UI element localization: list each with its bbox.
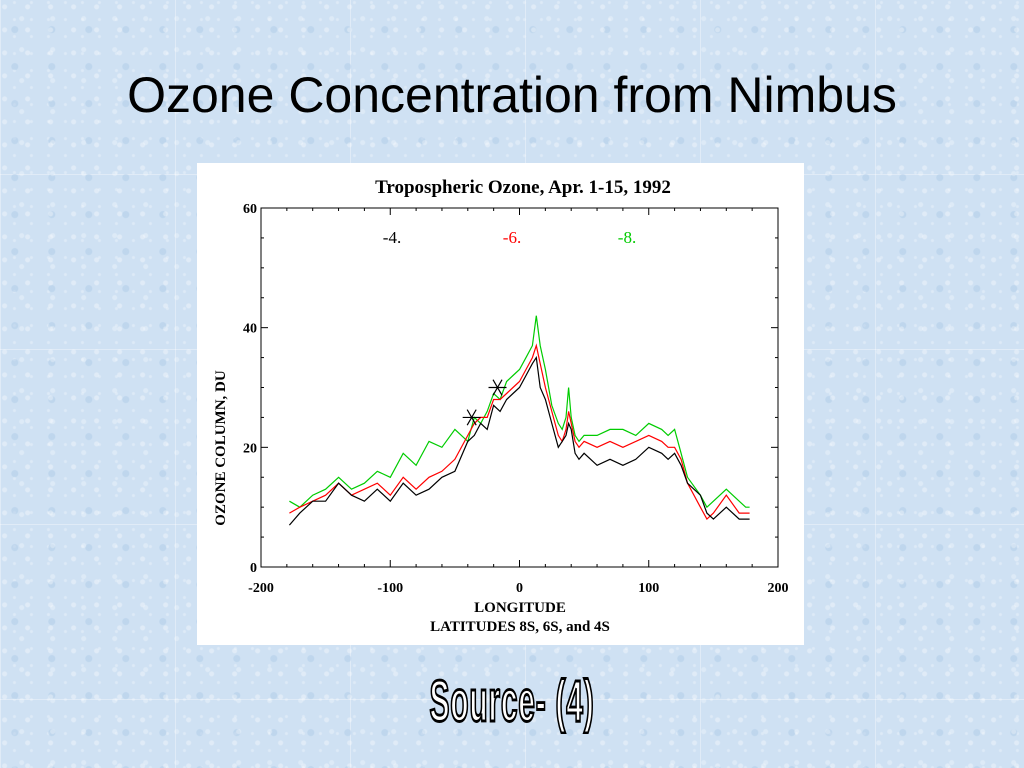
y-axis-label: OZONE COLUMN, DU	[213, 370, 229, 526]
y-tick-label: 20	[243, 441, 257, 456]
x-tick-label: -200	[248, 581, 274, 596]
source-citation: Source- (4)	[429, 669, 595, 736]
x-tick-label: 0	[516, 581, 523, 596]
x-tick-label: 200	[768, 581, 789, 596]
series-line-8	[289, 315, 750, 509]
y-tick-label: 40	[243, 322, 257, 337]
chart-title: Tropospheric Ozone, Apr. 1-15, 1992	[375, 177, 671, 198]
series-line-4	[288, 355, 750, 526]
chart-panel: Tropospheric Ozone, Apr. 1-15, 1992 -4. -…	[197, 163, 804, 645]
asterisk-marker	[488, 379, 507, 396]
y-tick-label: 0	[250, 561, 257, 576]
slide-title: Ozone Concentration from Nimbus	[127, 67, 897, 123]
x-axis-label: LONGITUDE	[474, 600, 566, 616]
x-tick-label: 100	[638, 581, 659, 596]
ozone-chart: Tropospheric Ozone, Apr. 1-15, 1992 -4. -…	[213, 177, 789, 635]
asterisk-stroke	[466, 409, 477, 426]
asterisk-marker	[462, 409, 481, 426]
legend-entry-4: -4.	[383, 228, 401, 247]
legend-entry-8: -8.	[618, 228, 636, 247]
y-tick-label: 60	[243, 202, 257, 217]
x-axis-sublabel: LATITUDES 8S, 6S, and 4S	[430, 619, 610, 635]
series-line-6	[289, 343, 750, 521]
legend-entry-6: -6.	[503, 228, 521, 247]
x-tick-label: -100	[377, 581, 403, 596]
asterisk-stroke	[492, 379, 503, 396]
